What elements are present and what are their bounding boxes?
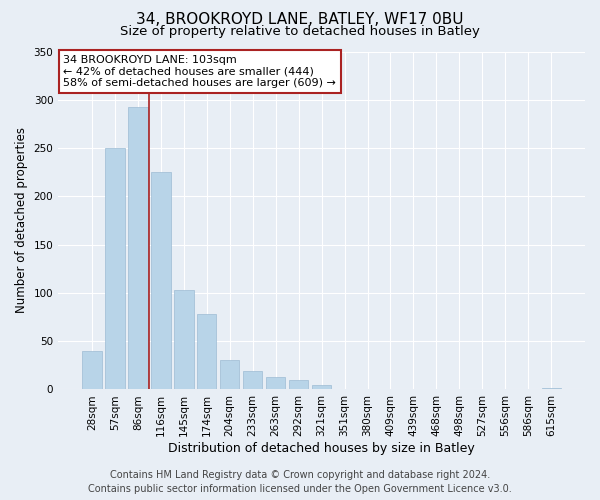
Bar xyxy=(151,172,170,390)
Bar xyxy=(105,148,125,390)
Bar xyxy=(243,371,262,390)
Bar xyxy=(542,388,561,390)
Bar xyxy=(266,377,286,390)
Text: 34, BROOKROYD LANE, BATLEY, WF17 0BU: 34, BROOKROYD LANE, BATLEY, WF17 0BU xyxy=(136,12,464,28)
Bar xyxy=(289,380,308,390)
Y-axis label: Number of detached properties: Number of detached properties xyxy=(15,128,28,314)
Bar xyxy=(128,106,148,390)
X-axis label: Distribution of detached houses by size in Batley: Distribution of detached houses by size … xyxy=(168,442,475,455)
Bar xyxy=(312,384,331,390)
Bar xyxy=(82,351,101,390)
Text: 34 BROOKROYD LANE: 103sqm
← 42% of detached houses are smaller (444)
58% of semi: 34 BROOKROYD LANE: 103sqm ← 42% of detac… xyxy=(64,55,337,88)
Text: Contains HM Land Registry data © Crown copyright and database right 2024.
Contai: Contains HM Land Registry data © Crown c… xyxy=(88,470,512,494)
Bar xyxy=(174,290,194,390)
Bar xyxy=(220,360,239,390)
Text: Size of property relative to detached houses in Batley: Size of property relative to detached ho… xyxy=(120,25,480,38)
Bar xyxy=(197,314,217,390)
